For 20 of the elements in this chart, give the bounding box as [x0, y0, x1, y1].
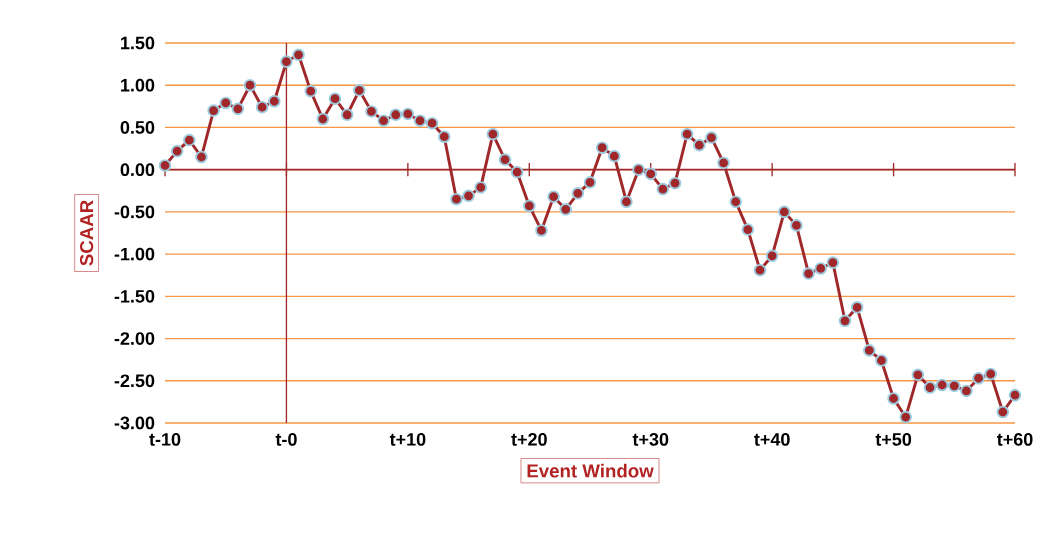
x-tick-label: t+30 — [632, 433, 669, 446]
x-tick-label: t-0 — [275, 433, 297, 446]
x-axis-title: Event Window — [527, 463, 654, 478]
x-tick-label: t+10 — [389, 433, 426, 446]
y-tick-label: 1.50 — [121, 36, 155, 50]
y-tick-label: -3.00 — [114, 416, 155, 430]
y-tick-label: 1.00 — [121, 78, 155, 92]
y-tick-label: 0.50 — [120, 121, 155, 134]
y-tick-label: -2.50 — [114, 374, 155, 388]
y-axis-title: SCAAR — [80, 200, 94, 266]
x-tick-label: t+20 — [511, 433, 547, 446]
x-tick-label: t+40 — [754, 433, 790, 446]
y-tick-label: 0.00 — [120, 163, 155, 177]
y-tick-label: -1.00 — [114, 247, 155, 261]
y-tick-label: -0.50 — [114, 205, 155, 219]
x-tick-label: t+60 — [996, 433, 1033, 446]
y-tick-label: -1.50 — [114, 289, 155, 303]
x-tick-label: t-10 — [149, 433, 181, 446]
y-tick-label: -2.00 — [114, 332, 155, 345]
x-tick-label: t+50 — [875, 433, 912, 446]
